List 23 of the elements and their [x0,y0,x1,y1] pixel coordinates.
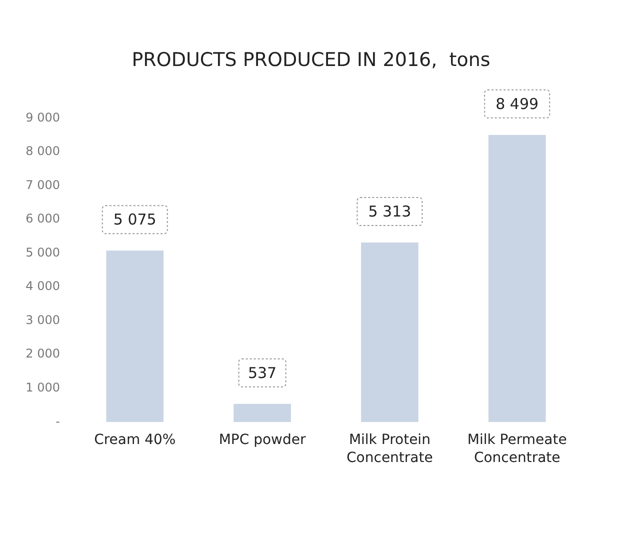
y-tick-label: - [56,414,60,428]
y-tick-label: 7 000 [26,178,60,192]
x-tick-label: MPC powder [218,432,306,448]
y-tick-label: 6 000 [26,212,60,226]
y-tick-label: 9 000 [26,110,60,124]
bar [488,134,546,422]
x-tick-label: Milk Protein Concentrate [346,432,433,466]
y-tick-label: 4 000 [26,279,60,294]
bar [106,250,164,422]
x-tick-label: Milk Permeate Concentrate [467,432,567,466]
data-label: 5 075 [113,210,156,229]
bar [234,404,291,422]
data-label: 5 313 [368,202,412,221]
y-tick-label: 5 000 [26,245,60,260]
data-label: 537 [248,364,277,382]
y-tick-label: 8 000 [26,144,60,158]
bar [361,242,418,422]
y-tick-label: 2 000 [26,346,60,361]
data-label: 8 499 [496,95,539,114]
y-tick-label: 3 000 [26,312,60,327]
x-tick-label: Cream 40% [94,432,176,448]
chart-title: PRODUCTS PRODUCED IN 2016, tons [132,49,490,71]
y-tick-label: 1 000 [26,380,60,395]
